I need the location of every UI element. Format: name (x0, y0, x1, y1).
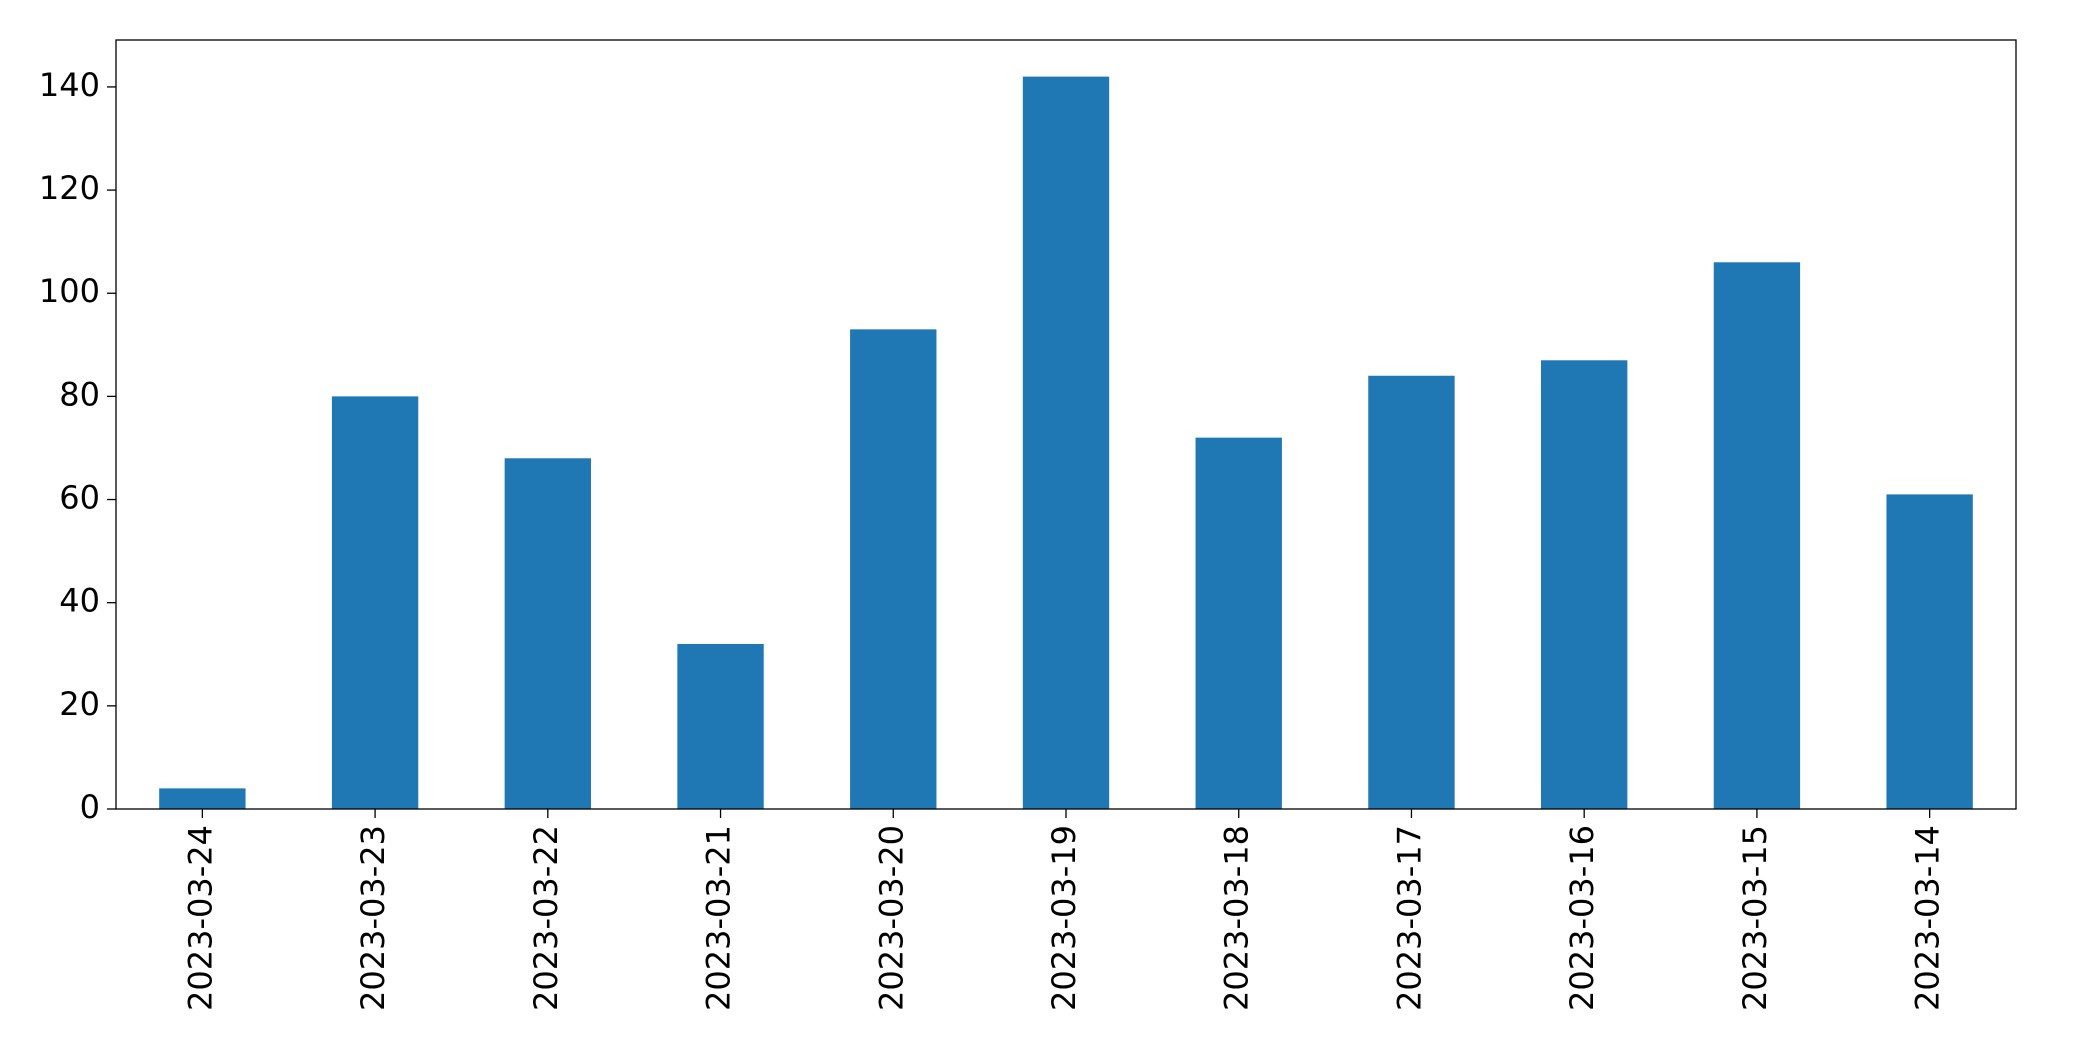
x-tick-label: 2023-03-18 (1218, 825, 1256, 1011)
bar (1541, 360, 1628, 809)
y-tick-label: 80 (59, 375, 100, 413)
bar (1195, 437, 1282, 809)
x-tick-label: 2023-03-22 (527, 825, 565, 1011)
bar (850, 329, 937, 809)
bar (1368, 375, 1455, 809)
bar (1022, 76, 1110, 810)
bar (504, 458, 591, 809)
x-tick-label: 2023-03-23 (354, 825, 392, 1011)
x-tick-label: 2023-03-20 (872, 825, 910, 1011)
y-tick-label: 20 (59, 685, 100, 723)
bar (1713, 262, 1801, 809)
y-tick-label: 40 (59, 582, 100, 620)
x-tick-label: 2023-03-19 (1045, 825, 1083, 1011)
y-tick-label: 120 (39, 169, 100, 207)
y-tick-label: 0 (80, 788, 100, 826)
y-tick-label: 100 (39, 272, 100, 310)
bar (1886, 494, 1973, 809)
plot-frame (115, 39, 2017, 810)
y-tick-label: 140 (39, 66, 100, 104)
x-tick-label: 2023-03-14 (1909, 825, 1947, 1011)
bar (677, 643, 764, 809)
x-tick-label: 2023-03-16 (1563, 825, 1601, 1011)
bar (331, 396, 419, 809)
x-tick-label: 2023-03-21 (700, 825, 738, 1011)
y-tick-label: 60 (59, 479, 100, 517)
x-tick-label: 2023-03-17 (1390, 825, 1428, 1011)
x-tick-label: 2023-03-24 (181, 825, 219, 1011)
bar (159, 788, 246, 809)
x-tick-label: 2023-03-15 (1736, 825, 1774, 1011)
